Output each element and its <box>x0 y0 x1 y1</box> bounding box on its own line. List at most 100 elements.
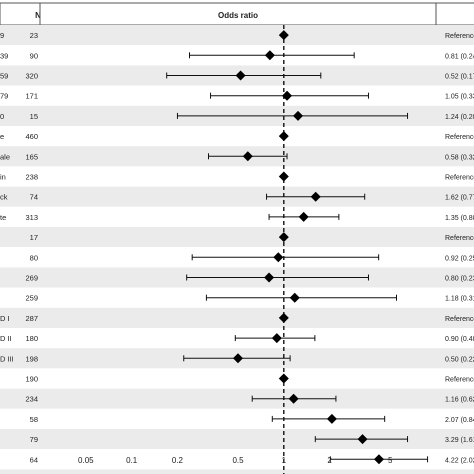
x-tick-label: 1 <box>282 456 287 465</box>
row-or-text: Reference <box>445 316 474 323</box>
row-or-text: 1.35 (0.80 <box>445 215 474 222</box>
row-band <box>0 186 474 207</box>
estimate-diamond <box>293 110 304 121</box>
x-axis-ticks: 0.05 0.1 0.2 0.5 1 2 5 <box>78 456 393 465</box>
row-n: 238 <box>25 173 38 182</box>
row-n: 287 <box>25 314 38 323</box>
row-label: 0 <box>0 112 4 121</box>
row-band <box>0 227 474 248</box>
row-band <box>0 368 474 389</box>
row-n: 320 <box>25 72 38 81</box>
estimate-diamond <box>278 232 289 243</box>
row-n: 198 <box>25 354 38 363</box>
row-or-text: 0.52 (0.17 <box>445 74 474 81</box>
row-or-text: 3.29 (1.61 <box>445 437 474 444</box>
row-or-text: Reference <box>445 175 474 182</box>
row-label: 59 <box>0 72 8 81</box>
header-n: N <box>0 2 41 26</box>
x-tick-label: 2 <box>327 456 332 465</box>
row-n: 64 <box>30 455 38 464</box>
row-band <box>0 388 474 409</box>
row-label: D III <box>0 354 14 363</box>
row-band <box>0 126 474 147</box>
row-or-text: 1.18 (0.31 <box>445 296 474 303</box>
row-or-text: 0.80 (0.23 <box>445 276 474 283</box>
row-or-text: 0.92 (0.25 <box>445 255 474 262</box>
header-odds-ratio: Odds ratio <box>39 2 437 26</box>
row-label: ck <box>0 193 8 202</box>
x-tick-label: 0.05 <box>78 456 94 465</box>
row-or-text: 1.05 (0.33 <box>445 94 474 101</box>
row-n: 171 <box>25 92 38 101</box>
row-or-text: 0.58 (0.32 <box>445 154 474 161</box>
x-tick-label: 0.2 <box>172 456 184 465</box>
row-n: 180 <box>25 334 38 343</box>
row-band <box>0 166 474 187</box>
row-band <box>0 206 474 227</box>
row-band <box>0 408 474 429</box>
x-tick-label: 0.5 <box>232 456 244 465</box>
estimate-diamond <box>271 333 282 344</box>
row-n: 460 <box>25 132 38 141</box>
row-n: 313 <box>25 213 38 222</box>
row-n: 269 <box>25 274 38 283</box>
header-odds-ratio-label: Odds ratio <box>218 11 258 20</box>
row-band <box>0 25 474 46</box>
row-n: 259 <box>25 294 38 303</box>
row-label: ale <box>0 152 10 161</box>
row-or-text: Reference <box>445 33 474 40</box>
row-or-text: Reference <box>445 377 474 384</box>
row-or-text: 2.07 (0.84 <box>445 417 474 424</box>
estimate-diamond <box>278 312 289 323</box>
row-label: D II <box>0 334 12 343</box>
x-tick-label: 0.1 <box>126 456 138 465</box>
estimate-diamond <box>282 90 293 101</box>
row-n: 79 <box>30 435 38 444</box>
estimate-diamond <box>373 454 384 465</box>
header-right <box>435 2 474 26</box>
estimate-diamond <box>264 272 275 283</box>
row-n: 58 <box>30 415 38 424</box>
row-label: 79 <box>0 92 8 101</box>
row-bands <box>0 25 474 474</box>
row-or-text: Reference <box>445 134 474 141</box>
x-tick-label: 5 <box>388 456 393 465</box>
estimate-diamond <box>233 353 243 364</box>
row-label: in <box>0 173 6 182</box>
row-band <box>0 469 474 474</box>
estimate-diamond <box>310 191 321 202</box>
estimate-diamond <box>289 292 300 303</box>
row-label: D I <box>0 314 10 323</box>
row-or-text: Reference <box>445 235 474 242</box>
estimate-diamond <box>264 50 275 61</box>
estimate-diamond <box>278 131 289 142</box>
estimate-diamond <box>298 211 309 222</box>
row-label: te <box>0 213 6 222</box>
header-n-label: N <box>35 11 41 20</box>
row-label: 39 <box>0 51 8 60</box>
row-or-text: 4.22 (2.02 <box>445 457 474 464</box>
row-label: 9 <box>0 31 4 40</box>
row-label: e <box>0 132 4 141</box>
estimate-diamond <box>278 373 289 384</box>
row-n: 80 <box>30 253 38 262</box>
row-n: 74 <box>30 193 38 202</box>
estimate-diamond <box>273 252 284 263</box>
estimate-diamond <box>357 434 368 445</box>
row-or-text: 0.90 (0.48 <box>445 336 474 343</box>
row-n: 17 <box>30 233 38 242</box>
row-or-text: 0.81 (0.24 <box>445 53 474 60</box>
row-n: 15 <box>30 112 38 121</box>
estimate-diamond <box>278 30 289 41</box>
estimate-diamond <box>326 413 337 424</box>
estimate-diamond <box>235 70 246 81</box>
row-n: 90 <box>30 51 38 60</box>
estimate-diamond <box>242 151 253 162</box>
row-or-text: 1.16 (0.62 <box>445 397 474 404</box>
row-band <box>0 449 474 470</box>
row-or-text: 1.62 (0.77 <box>445 195 474 202</box>
row-n: 190 <box>25 375 38 384</box>
row-band <box>0 307 474 328</box>
row-columns: 9 23 Reference 39 90 0.81 (0.24 59 320 0.52 (0.1… <box>0 31 474 464</box>
